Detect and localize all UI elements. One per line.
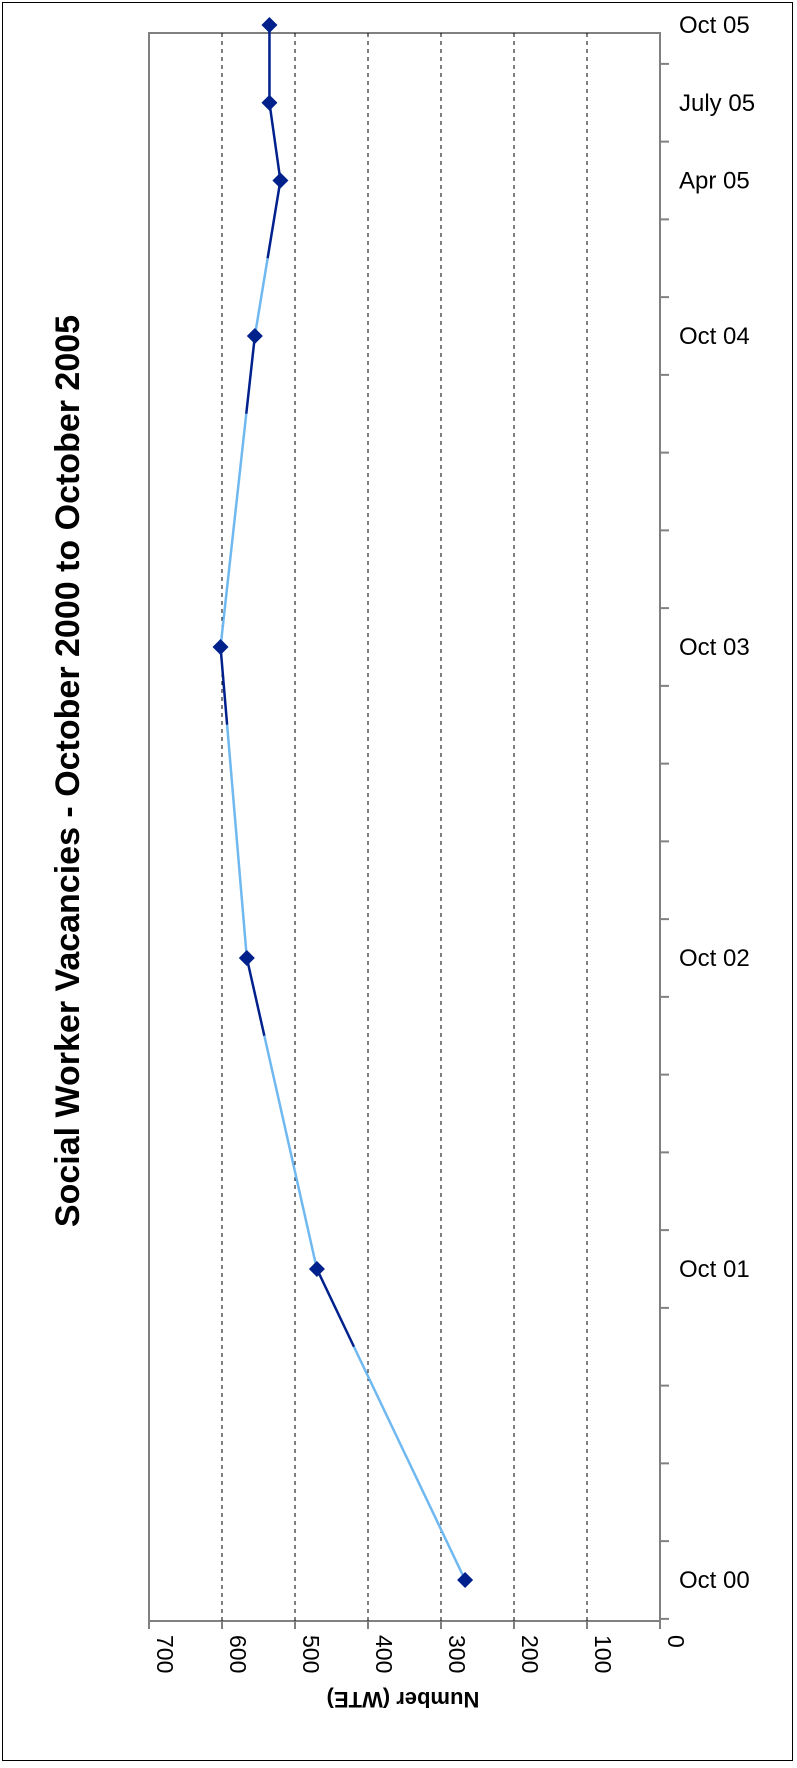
y-tick-label: 700	[152, 1635, 178, 1673]
series-line-segment	[219, 413, 248, 648]
chart-title: Social Worker Vacancies - October 2000 t…	[49, 315, 87, 1227]
data-point-marker	[238, 950, 255, 966]
data-point-marker	[261, 94, 278, 111]
y-tick-label: 0	[663, 1635, 689, 1648]
series-lines	[219, 25, 467, 1581]
data-point-marker	[212, 639, 229, 655]
data-point-marker	[261, 17, 278, 33]
data-point-marker	[308, 1261, 325, 1277]
x-tick-label: Oct 05	[679, 12, 750, 39]
data-point-marker	[272, 172, 289, 189]
x-tick-label: Oct 04	[679, 323, 750, 350]
y-tick-label: 200	[517, 1635, 543, 1673]
y-axis-label: Number (WTE)	[327, 1687, 480, 1712]
series-line-segment	[219, 646, 229, 725]
series-line-segment	[352, 1346, 467, 1581]
y-tick-label: 500	[298, 1635, 324, 1673]
x-tick-label: Oct 00	[679, 1567, 750, 1594]
series-line-segment	[245, 335, 257, 414]
series-line-segment	[225, 724, 249, 959]
plot-border	[148, 32, 661, 1622]
axis-ticks	[148, 62, 669, 1629]
y-tick-label: 400	[371, 1635, 397, 1673]
data-point-marker	[246, 328, 263, 344]
x-tick-label: Apr 05	[679, 168, 750, 195]
series-markers	[212, 17, 474, 1588]
x-tick-label: Oct 03	[679, 634, 750, 661]
series-line-segment	[268, 102, 282, 181]
x-tick-label: July 05	[679, 90, 755, 117]
series-line-segment	[315, 1268, 356, 1348]
x-tick-label: Oct 01	[679, 1256, 750, 1283]
y-tick-label: 600	[225, 1635, 251, 1673]
plot-area	[148, 32, 661, 1622]
x-tick-labels: Oct 00 Oct 01 Oct 02 Oct 03 Oct 04 Apr 05 July…	[679, 12, 755, 1594]
y-tick-label: 300	[444, 1635, 470, 1673]
data-point-marker	[457, 1572, 474, 1588]
y-tick-label: 100	[590, 1635, 616, 1673]
x-tick-label: Oct 02	[679, 945, 750, 972]
series-line-segment	[245, 957, 266, 1037]
series-line-segment	[253, 258, 269, 337]
grid-lines	[221, 33, 588, 1621]
series-line-segment	[266, 180, 282, 259]
series-line-segment	[263, 1035, 319, 1270]
y-tick-labels: 0 100 200 300 400 500 600 700	[152, 1635, 689, 1673]
